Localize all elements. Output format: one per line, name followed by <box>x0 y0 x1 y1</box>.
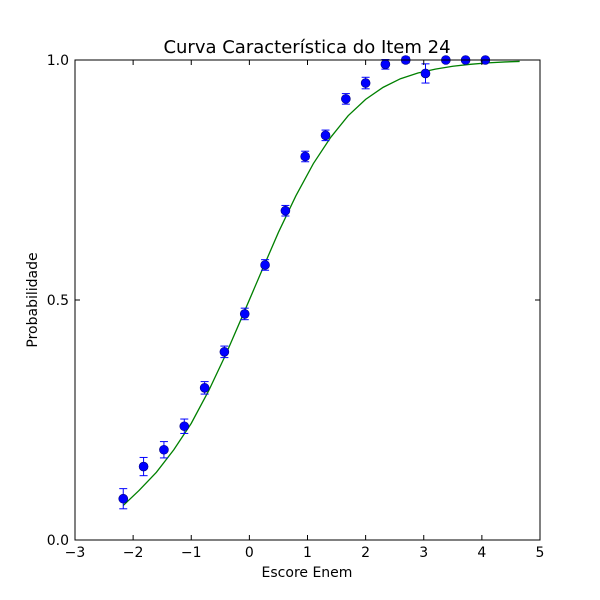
x-axis-label: Escore Enem <box>262 565 353 581</box>
x-tick-label-0: −3 <box>65 545 86 561</box>
data-point-9 <box>300 151 310 162</box>
x-tick-label-7: 4 <box>477 545 486 561</box>
y-axis-label: Probabilidade <box>25 252 41 347</box>
x-tick-label-4: 1 <box>303 545 312 561</box>
plot-area-background <box>75 60 540 540</box>
data-point-2 <box>159 444 169 455</box>
y-tick-label-0: 0.0 <box>47 533 69 549</box>
ticks-layer: −3 −2 −1 0 1 2 3 4 5 0.0 0.5 1.0 <box>47 53 545 561</box>
x-tick-label-5: 2 <box>361 545 370 561</box>
x-tick-label-3: 0 <box>245 545 254 561</box>
x-tick-label-6: 3 <box>419 545 428 561</box>
data-point-5 <box>219 347 230 357</box>
data-point-4 <box>199 383 210 393</box>
x-tick-label-1: −2 <box>123 545 144 561</box>
y-tick-label-1: 0.5 <box>47 293 69 309</box>
chart-title: Curva Característica do Item 24 <box>163 37 450 58</box>
data-point-1 <box>138 461 149 472</box>
data-point-12 <box>360 78 371 88</box>
x-tick-label-2: −1 <box>181 545 202 561</box>
data-point-7 <box>260 260 270 270</box>
data-points-layer <box>118 55 491 510</box>
data-point-13 <box>380 59 391 70</box>
data-point-6 <box>239 309 250 319</box>
data-point-0 <box>118 493 129 504</box>
data-point-15 <box>420 68 431 79</box>
data-point-8 <box>280 205 291 216</box>
data-point-3 <box>179 421 190 432</box>
data-point-11 <box>341 94 351 104</box>
x-tick-label-8: 5 <box>536 545 545 561</box>
data-point-10 <box>320 130 331 141</box>
y-tick-label-2: 1.0 <box>47 53 69 69</box>
